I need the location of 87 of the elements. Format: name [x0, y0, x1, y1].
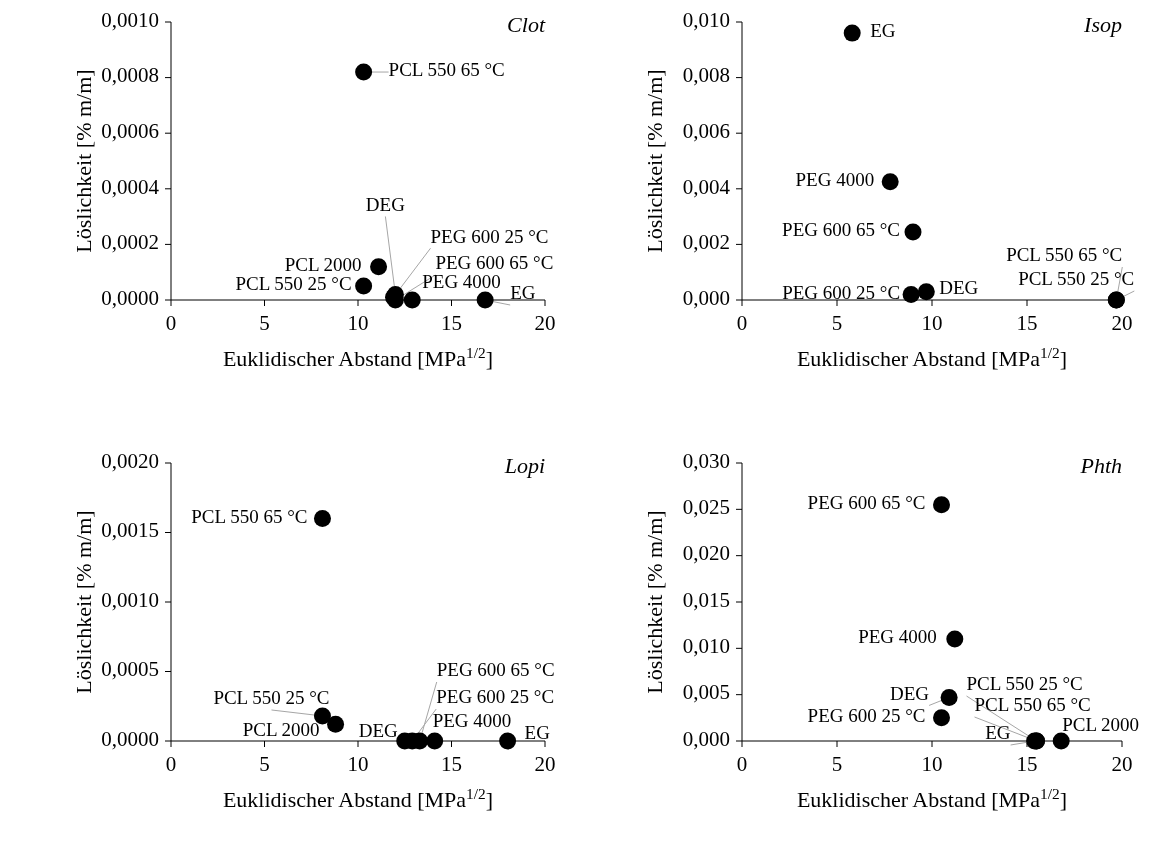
y-tick-label: 0,0005: [101, 657, 159, 682]
x-tick-label: 0: [165, 311, 177, 335]
x-axis-title: Euklidischer Abstand [MPa$^{1/2}$]: [796, 784, 1068, 812]
x-axis-title: Euklidischer Abstand [MPa$^{1/2}$]: [796, 343, 1068, 371]
y-tick-label: 0,0010: [101, 7, 159, 32]
y-tick-label: 0,006: [682, 119, 730, 144]
chart-title: Clot: [507, 12, 546, 37]
chart-title: Isop: [1083, 12, 1122, 37]
annotation: EG: [870, 20, 896, 42]
x-tick-label: 15: [441, 752, 462, 776]
annotation: PEG 600 65 °C: [436, 659, 555, 681]
y-tick-label: 0,005: [682, 680, 730, 705]
y-tick-label: 0,004: [682, 174, 731, 199]
y-tick-label: 0,0008: [101, 63, 159, 88]
annotation: PEG 4000: [422, 271, 501, 293]
annotation: PEG 600 25 °C: [782, 281, 901, 303]
annotation: PEG 600 65 °C: [782, 219, 900, 241]
x-tick-label: 10: [921, 752, 943, 776]
x-tick-label: 15: [1016, 311, 1038, 335]
x-tick-label: 15: [1016, 752, 1038, 776]
annotation: PEG 600 25 °C: [430, 225, 549, 247]
y-tick-label: 0,030: [682, 448, 730, 473]
annotation: PEG 4000: [795, 169, 875, 191]
y-tick-label: 0,015: [682, 587, 730, 612]
annotation: PEG 600 25 °C: [807, 705, 926, 727]
annotation: PEG 600 25 °C: [436, 686, 555, 708]
x-tick-label: 5: [259, 311, 270, 335]
annotation: PEG 4000: [858, 626, 937, 648]
annotation: EG: [985, 722, 1011, 744]
annotation: PEG 4000: [432, 710, 512, 732]
y-tick-label: 0,0010: [101, 587, 159, 612]
x-tick-label: 5: [831, 752, 843, 776]
annotation: DEG: [365, 193, 406, 215]
x-tick-label: 20: [534, 752, 556, 776]
annotation: PCL 550 65 °C: [191, 505, 308, 527]
y-tick-label: 0,0015: [101, 518, 159, 543]
y-axis-title: Löslichkeit [% m/m]: [71, 69, 96, 253]
x-tick-label: 0: [736, 311, 748, 335]
annotation: EG: [510, 282, 536, 304]
y-tick-label: 0,000: [682, 285, 730, 310]
annotation: PEG 600 65 °C: [807, 492, 926, 514]
annotation: PCL 550 65 °C: [388, 59, 505, 81]
y-tick-label: 0,020: [682, 541, 730, 566]
annotation: PCL 2000: [242, 718, 320, 740]
y-tick-label: 0,0000: [101, 285, 159, 310]
y-tick-label: 0,0004: [101, 174, 160, 199]
chart-title: Lopi: [503, 453, 545, 478]
y-tick-label: 0,0000: [101, 726, 159, 751]
x-tick-label: 10: [347, 311, 369, 335]
x-tick-label: 5: [259, 752, 270, 776]
y-tick-label: 0,0020: [101, 448, 159, 473]
y-tick-label: 0,025: [682, 495, 730, 520]
y-tick-label: 0,008: [682, 63, 730, 88]
x-tick-label: 15: [441, 311, 462, 335]
x-tick-label: 10: [347, 752, 369, 776]
annotation: EG: [524, 722, 551, 744]
x-tick-label: 20: [534, 311, 556, 335]
y-axis-title: Löslichkeit [% m/m]: [642, 69, 667, 253]
annotation: PCL 2000: [284, 254, 362, 275]
x-tick-label: 20: [1111, 752, 1133, 776]
x-tick-label: 20: [1111, 311, 1133, 335]
x-axis-title: Euklidischer Abstand [MPa$^{1/2}$]: [222, 784, 494, 812]
x-axis-title: Euklidischer Abstand [MPa$^{1/2}$]: [222, 343, 494, 371]
annotation: DEG: [358, 720, 399, 742]
y-tick-label: 0,0006: [101, 119, 159, 144]
x-tick-label: 0: [736, 752, 748, 776]
y-tick-label: 0,002: [682, 230, 730, 255]
annotation: PCL 550 65 °C: [1006, 244, 1123, 266]
x-tick-label: 5: [831, 311, 843, 335]
y-axis-title: Löslichkeit [% m/m]: [642, 510, 667, 694]
annotation: PCL 550 65 °C: [974, 694, 1091, 716]
y-tick-label: 0,010: [682, 634, 730, 659]
annotation: PEG 600 65 °C: [435, 252, 554, 274]
y-tick-label: 0,0002: [101, 230, 159, 255]
y-tick-label: 0,000: [682, 726, 730, 751]
annotation: PCL 550 25 °C: [235, 273, 352, 295]
x-tick-label: 0: [165, 752, 177, 776]
x-tick-label: 10: [921, 311, 943, 335]
annotation: PCL 2000: [1062, 714, 1140, 736]
y-tick-label: 0,010: [682, 7, 730, 32]
annotation: PCL 550 25 °C: [966, 673, 1083, 695]
annotation: PCL 550 25 °C: [213, 687, 330, 709]
annotation: DEG: [939, 277, 979, 299]
chart-title: Phth: [1079, 453, 1122, 478]
y-axis-title: Löslichkeit [% m/m]: [71, 510, 96, 694]
annotation: DEG: [890, 682, 930, 704]
annotation: PCL 550 25 °C: [1018, 268, 1135, 290]
